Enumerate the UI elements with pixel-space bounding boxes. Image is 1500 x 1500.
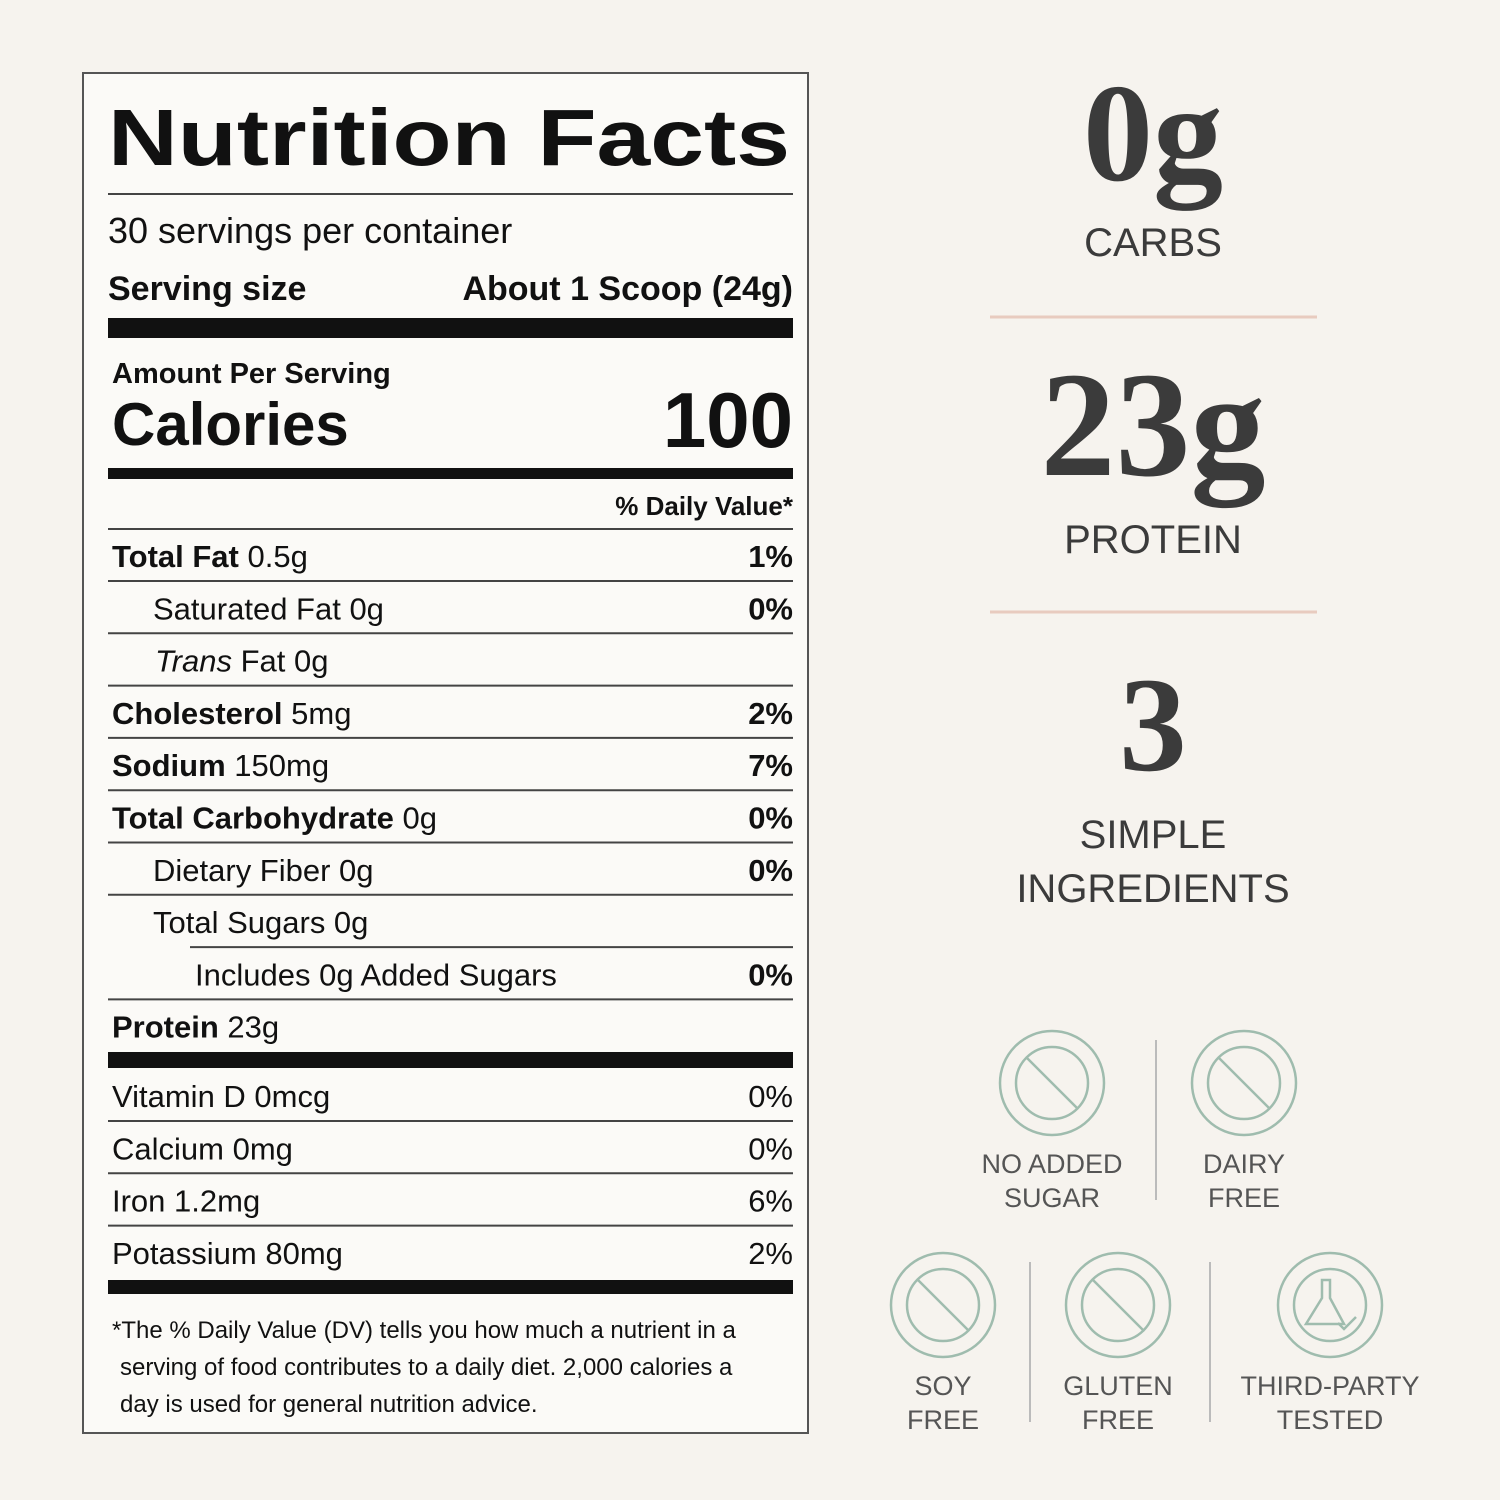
nutrient-italic: Trans — [155, 644, 232, 679]
servings: 30 servings per container — [108, 210, 512, 251]
badge-ring — [1276, 1251, 1384, 1359]
daily-value: 2% — [748, 696, 793, 731]
label-border — [82, 72, 809, 1434]
vitamin-name: Potassium 80mg — [112, 1236, 343, 1271]
badge-label: THIRD-PARTY — [1240, 1371, 1419, 1401]
daily-value: 6% — [748, 1184, 793, 1219]
nutrient-name: Saturated Fat 0g — [153, 591, 384, 626]
calories-label: Calories — [112, 391, 349, 458]
badge-inner — [1292, 1267, 1368, 1343]
nutrient-label: Total Sugars 0g — [153, 905, 368, 940]
nutrient-amount: 150mg — [234, 748, 329, 783]
serving-size-value: About 1 Scoop (24g) — [462, 270, 793, 308]
calories-value: 100 — [663, 376, 793, 464]
thick-rule — [108, 1052, 793, 1068]
nutrient-amount: 23g — [227, 1010, 279, 1045]
serving-size-label: Serving size — [108, 270, 306, 308]
nutrient-label: Saturated Fat 0g — [153, 591, 384, 626]
badge-slash — [917, 1279, 969, 1331]
nutrient-name: Total Carbohydrate 0g — [112, 801, 437, 836]
badge-check — [1337, 1316, 1357, 1331]
badge-label: GLUTEN — [1063, 1371, 1173, 1401]
badge-inner — [905, 1267, 981, 1343]
badge-inner — [1080, 1267, 1156, 1343]
badge-label: FREE — [1208, 1183, 1280, 1213]
thick-rule — [108, 468, 793, 479]
footnote: day is used for general nutrition advice… — [120, 1391, 538, 1418]
nutrient-label: Protein — [112, 1010, 219, 1045]
badge-slash — [1092, 1279, 1144, 1331]
nutrient-name: Cholesterol 5mg — [112, 696, 351, 731]
daily-value: 1% — [748, 539, 793, 574]
nutrient-name: Trans Fat 0g — [155, 644, 328, 679]
badge-inner — [1206, 1045, 1282, 1121]
daily-value-header: % Daily Value* — [615, 491, 794, 521]
daily-value: 7% — [748, 748, 793, 783]
daily-value: 2% — [748, 1236, 793, 1271]
nutrient-label: Total Fat — [112, 539, 239, 574]
stat-label: SIMPLE — [1080, 813, 1227, 857]
thick-rule — [108, 318, 793, 338]
stat-label: INGREDIENTS — [1016, 867, 1289, 911]
nutrient-label: Includes 0g Added Sugars — [195, 957, 557, 992]
daily-value: 0% — [748, 1079, 793, 1114]
nutrient-amount: 0.5g — [248, 539, 308, 574]
badge-label: NO ADDED — [981, 1149, 1122, 1179]
daily-value: 0% — [748, 853, 793, 888]
daily-value: 0% — [748, 957, 793, 992]
stat-label: CARBS — [1084, 221, 1222, 265]
badge-slash — [1218, 1057, 1270, 1109]
amount-per-serving: Amount Per Serving — [112, 358, 391, 390]
thick-rule — [108, 1280, 793, 1294]
nutrient-name: Sodium 150mg — [112, 748, 329, 783]
daily-value: 0% — [748, 591, 793, 626]
stat-value: 23g — [1041, 342, 1266, 508]
badge-inner — [1014, 1045, 1090, 1121]
badge-label: TESTED — [1277, 1405, 1384, 1435]
nutrient-label: Sodium — [112, 748, 226, 783]
badge-ring — [889, 1251, 997, 1359]
badge-label: DAIRY — [1203, 1149, 1285, 1179]
nutrient-name: Protein 23g — [112, 1010, 279, 1045]
highlights: 0g CARBS 23g PROTEIN 3 SIMPLE INGREDIENTS NO AD… — [889, 56, 1420, 1435]
nutrient-label: Dietary Fiber 0g — [153, 853, 374, 888]
nutrient-label: Cholesterol — [112, 696, 283, 731]
footnote: *The % Daily Value (DV) tells you how mu… — [112, 1317, 736, 1344]
nutrient-label: Total Carbohydrate — [112, 801, 394, 836]
vitamin-name: Vitamin D 0mcg — [112, 1079, 330, 1114]
badge-label: FREE — [1082, 1405, 1154, 1435]
badge-ring — [1064, 1251, 1172, 1359]
vitamin-name: Calcium 0mg — [112, 1131, 293, 1166]
stat-label: PROTEIN — [1064, 518, 1242, 562]
nutrient-name: Total Sugars 0g — [153, 905, 368, 940]
nutrient-name: Includes 0g Added Sugars — [195, 957, 557, 992]
nutrient-amount: 0g — [403, 801, 437, 836]
badge-ring — [1190, 1029, 1298, 1137]
stat-value: 3 — [1119, 651, 1187, 800]
badge-slash — [1026, 1057, 1078, 1109]
footnote: serving of food contributes to a daily d… — [120, 1354, 733, 1381]
badge-label: SOY — [914, 1371, 971, 1401]
nutrient-amount: 5mg — [291, 696, 351, 731]
daily-value: 0% — [748, 801, 793, 836]
badge-flask — [1303, 1278, 1347, 1326]
nutrition-label: Nutrition Facts 30 servings per containe… — [82, 72, 809, 1434]
nutrient-name: Total Fat 0.5g — [112, 539, 308, 574]
nutrient-name: Dietary Fiber 0g — [153, 853, 374, 888]
daily-value: 0% — [748, 1131, 793, 1166]
badge-ring — [998, 1029, 1106, 1137]
vitamin-name: Iron 1.2mg — [112, 1184, 260, 1219]
nutrient-label: Fat 0g — [241, 644, 329, 679]
stat-value: 0g — [1083, 56, 1223, 211]
badge-label: FREE — [907, 1405, 979, 1435]
badge-label: SUGAR — [1004, 1183, 1100, 1213]
label-title: Nutrition Facts — [108, 93, 790, 182]
